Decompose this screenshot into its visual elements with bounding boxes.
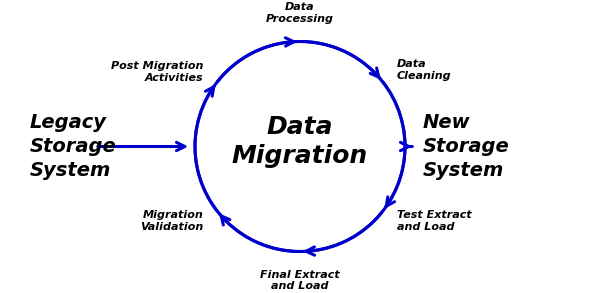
Text: Final Extract
and Load: Final Extract and Load [260,270,340,291]
Text: Data
Migration: Data Migration [232,115,368,168]
Text: Data
Cleaning: Data Cleaning [397,59,451,81]
Text: Test Extract
and Load: Test Extract and Load [397,210,472,232]
Text: Legacy
Storage
System: Legacy Storage System [30,113,117,180]
Text: Data
Processing: Data Processing [266,2,334,23]
Text: New
Storage
System: New Storage System [423,113,510,180]
Text: Post Migration
Activities: Post Migration Activities [111,61,203,83]
Text: Migration
Validation: Migration Validation [140,210,203,232]
